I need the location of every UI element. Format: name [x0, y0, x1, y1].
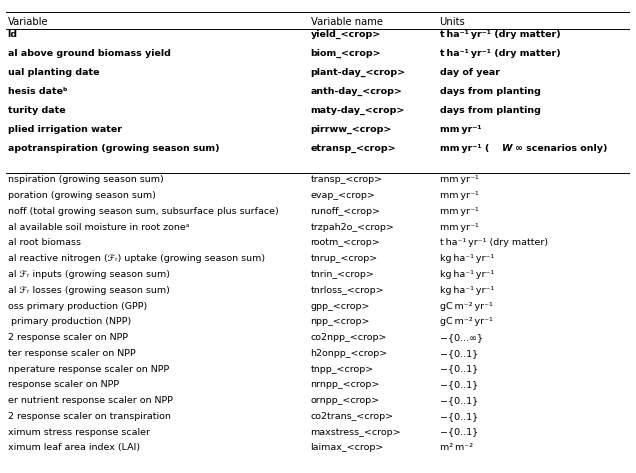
Text: t ha⁻¹ yr⁻¹ (dry matter): t ha⁻¹ yr⁻¹ (dry matter): [439, 49, 560, 58]
Text: −{0...∞}: −{0...∞}: [439, 333, 483, 342]
Text: kg ha⁻¹ yr⁻¹: kg ha⁻¹ yr⁻¹: [439, 270, 494, 279]
Text: turity date: turity date: [8, 106, 66, 115]
Text: Variable: Variable: [8, 18, 48, 27]
Text: hesis dateᵇ: hesis dateᵇ: [8, 88, 67, 96]
Text: Units: Units: [439, 18, 466, 27]
Text: npp_<crop>: npp_<crop>: [310, 317, 370, 326]
Text: maxstress_<crop>: maxstress_<crop>: [310, 428, 401, 437]
Text: al ℱᵣ inputs (growing season sum): al ℱᵣ inputs (growing season sum): [8, 270, 170, 279]
Text: Variable name: Variable name: [310, 18, 382, 27]
Text: poration (growing season sum): poration (growing season sum): [8, 191, 155, 200]
Text: mm yr⁻¹: mm yr⁻¹: [439, 125, 481, 134]
Text: mm yr⁻¹: mm yr⁻¹: [439, 223, 478, 232]
Text: maty-day_<crop>: maty-day_<crop>: [310, 106, 405, 115]
Text: mm yr⁻¹: mm yr⁻¹: [439, 207, 478, 216]
Text: days from planting: days from planting: [439, 88, 541, 96]
Text: mm yr⁻¹: mm yr⁻¹: [439, 175, 478, 184]
Text: mm yr⁻¹: mm yr⁻¹: [439, 191, 478, 200]
Text: nrnpp_<crop>: nrnpp_<crop>: [310, 380, 380, 389]
Text: rootm_<crop>: rootm_<crop>: [310, 238, 380, 247]
Text: 2 response scaler on NPP: 2 response scaler on NPP: [8, 333, 128, 342]
Text: t ha⁻¹ yr⁻¹ (dry matter): t ha⁻¹ yr⁻¹ (dry matter): [439, 30, 560, 39]
Text: biom_<crop>: biom_<crop>: [310, 49, 381, 59]
Text: days from planting: days from planting: [439, 106, 541, 115]
Text: 2 response scaler on transpiration: 2 response scaler on transpiration: [8, 412, 170, 421]
Text: h2onpp_<crop>: h2onpp_<crop>: [310, 349, 388, 358]
Text: −{0..1}: −{0..1}: [439, 365, 478, 374]
Text: response scaler on NPP: response scaler on NPP: [8, 380, 119, 389]
Text: yield_<crop>: yield_<crop>: [310, 30, 381, 39]
Text: nperature response scaler on NPP: nperature response scaler on NPP: [8, 365, 169, 374]
Text: gpp_<crop>: gpp_<crop>: [310, 301, 370, 311]
Text: co2npp_<crop>: co2npp_<crop>: [310, 333, 387, 342]
Text: m² m⁻²: m² m⁻²: [439, 443, 473, 452]
Text: ter response scaler on NPP: ter response scaler on NPP: [8, 349, 135, 358]
Text: al ℱᵣ losses (growing season sum): al ℱᵣ losses (growing season sum): [8, 286, 169, 295]
Text: etransp_<crop>: etransp_<crop>: [310, 144, 396, 153]
Text: al root biomass: al root biomass: [8, 238, 81, 247]
Text: evap_<crop>: evap_<crop>: [310, 191, 375, 200]
Text: −{0..1}: −{0..1}: [439, 428, 478, 437]
Text: −{0..1}: −{0..1}: [439, 349, 478, 358]
Text: apotranspiration (growing season sum): apotranspiration (growing season sum): [8, 144, 219, 153]
Text: t ha⁻¹ yr⁻¹ (dry matter): t ha⁻¹ yr⁻¹ (dry matter): [439, 238, 548, 247]
Text: al available soil moisture in root zoneᵃ: al available soil moisture in root zoneᵃ: [8, 223, 189, 232]
Text: plant-day_<crop>: plant-day_<crop>: [310, 68, 406, 78]
Text: noff (total growing season sum, subsurface plus surface): noff (total growing season sum, subsurfa…: [8, 207, 279, 216]
Text: primary production (NPP): primary production (NPP): [8, 317, 131, 326]
Text: kg ha⁻¹ yr⁻¹: kg ha⁻¹ yr⁻¹: [439, 286, 494, 295]
Text: co2trans_<crop>: co2trans_<crop>: [310, 412, 394, 421]
Text: transp_<crop>: transp_<crop>: [310, 175, 383, 184]
Text: plied irrigation water: plied irrigation water: [8, 125, 121, 134]
Text: day of year: day of year: [439, 69, 499, 78]
Text: tnrup_<crop>: tnrup_<crop>: [310, 254, 378, 263]
Text: ximum leaf area index (LAI): ximum leaf area index (LAI): [8, 443, 140, 452]
Text: oss primary production (GPP): oss primary production (GPP): [8, 301, 147, 311]
Text: ximum stress response scaler: ximum stress response scaler: [8, 428, 149, 437]
Text: kg ha⁻¹ yr⁻¹: kg ha⁻¹ yr⁻¹: [439, 254, 494, 263]
Text: ornpp_<crop>: ornpp_<crop>: [310, 396, 380, 405]
Text: gC m⁻² yr⁻¹: gC m⁻² yr⁻¹: [439, 317, 492, 326]
Text: al reactive nitrogen (ℱᵣ) uptake (growing season sum): al reactive nitrogen (ℱᵣ) uptake (growin…: [8, 254, 265, 263]
Text: −{0..1}: −{0..1}: [439, 396, 478, 405]
Text: W: W: [502, 144, 513, 153]
Text: tnpp_<crop>: tnpp_<crop>: [310, 365, 374, 374]
Text: laimax_<crop>: laimax_<crop>: [310, 443, 384, 452]
Text: −{0..1}: −{0..1}: [439, 380, 478, 389]
Text: ual planting date: ual planting date: [8, 69, 99, 78]
Text: ∞ scenarios only): ∞ scenarios only): [515, 144, 608, 153]
Text: mm yr⁻¹ (: mm yr⁻¹ (: [439, 144, 489, 153]
Text: er nutrient response scaler on NPP: er nutrient response scaler on NPP: [8, 396, 172, 405]
Text: pirrww_<crop>: pirrww_<crop>: [310, 125, 392, 134]
Text: runoff_<crop>: runoff_<crop>: [310, 207, 380, 216]
Text: tnrloss_<crop>: tnrloss_<crop>: [310, 286, 384, 295]
Text: tnrin_<crop>: tnrin_<crop>: [310, 270, 375, 279]
Text: al above ground biomass yield: al above ground biomass yield: [8, 49, 170, 58]
Text: −{0..1}: −{0..1}: [439, 412, 478, 421]
Text: ld: ld: [8, 30, 18, 39]
Text: nspiration (growing season sum): nspiration (growing season sum): [8, 175, 163, 184]
Text: gC m⁻² yr⁻¹: gC m⁻² yr⁻¹: [439, 301, 492, 311]
Text: trzpah2o_<crop>: trzpah2o_<crop>: [310, 223, 394, 232]
Text: anth-day_<crop>: anth-day_<crop>: [310, 88, 403, 96]
